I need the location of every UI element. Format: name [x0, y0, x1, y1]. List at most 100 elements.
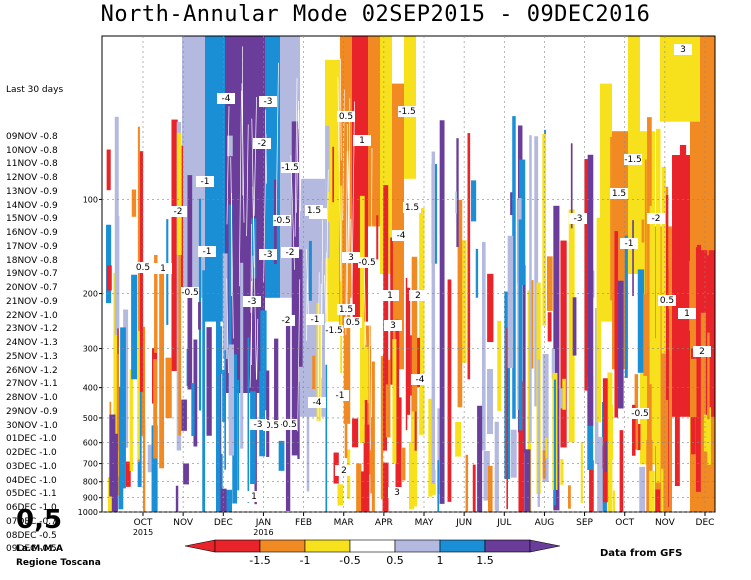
contour-label-bg: [693, 346, 711, 357]
field-streak: [447, 279, 452, 502]
contour-label: 1.5: [612, 189, 626, 199]
field-streak: [224, 350, 226, 470]
x-tick-label: OCT: [134, 518, 153, 528]
contour-line: [368, 288, 371, 451]
field-streak: [542, 133, 547, 326]
field-streak: [143, 419, 146, 512]
field-streak: [553, 205, 560, 511]
last-30-days-row: 16NOV -0.9: [6, 228, 58, 238]
contour-line: [230, 157, 234, 339]
x-tick-label: MAR: [334, 518, 354, 528]
contour-line: [297, 279, 301, 432]
field-streak: [636, 424, 641, 451]
field-streak: [674, 388, 680, 486]
x-tick-label: NOV: [173, 518, 194, 528]
field-streak: [707, 407, 711, 465]
field-streak: [419, 208, 425, 435]
contour-label-bg: [569, 213, 587, 224]
field-streak: [587, 154, 594, 426]
colorbar-segment: [214, 539, 261, 553]
field-streak: [477, 405, 483, 512]
y-tick-label: 1000: [78, 508, 98, 517]
field-streak: [649, 205, 655, 385]
contour-label: 3: [394, 488, 400, 498]
contour-label-bg: [624, 154, 642, 165]
field-streak: [129, 369, 134, 472]
contour-label-bg: [277, 315, 295, 326]
field-streak: [183, 463, 189, 485]
last-30-days-row: 11NOV -0.8: [6, 159, 58, 170]
field-streak: [125, 461, 131, 487]
chart-title: North-Annular Mode 02SEP2015 - 09DEC2016: [100, 2, 651, 27]
contour-label-bg: [381, 290, 399, 301]
field-streak: [397, 397, 402, 490]
colorbar-tick-label: 1: [437, 554, 444, 567]
contour-label-bg: [308, 397, 326, 408]
field-streak: [551, 349, 555, 380]
last-30-days-row: 08DEC -0.5: [6, 530, 57, 541]
field-streak: [661, 166, 666, 354]
field-streak: [178, 251, 182, 436]
contour-line: [372, 284, 375, 360]
y-tick-label: 100: [83, 195, 98, 204]
contour-label-bg: [398, 106, 416, 117]
field-streak: [428, 398, 433, 497]
contour-label: 1.5: [339, 305, 353, 315]
contour-label-bg: [281, 162, 299, 173]
field-streak: [568, 485, 571, 509]
field-streak: [455, 191, 458, 214]
field-streak: [488, 465, 493, 512]
field-streak: [106, 149, 111, 191]
field-streak: [266, 370, 270, 457]
y-tick-label: 600: [83, 439, 98, 448]
field-streak: [553, 379, 556, 506]
contour-label: -3: [574, 214, 583, 224]
field-streak: [506, 328, 508, 510]
field-streak: [371, 361, 375, 512]
field-streak: [475, 248, 479, 298]
field-streak: [483, 451, 490, 501]
field-streak: [562, 378, 566, 410]
field-streak: [171, 119, 178, 371]
last-30-days-panel: Last 30 days 09NOV -0.8 10NOV -0.8 11NOV -…: [6, 56, 63, 571]
field-streak: [472, 464, 476, 512]
contour-label-bg: [403, 202, 421, 213]
field-streak: [411, 256, 418, 412]
contour-label-bg: [169, 206, 187, 217]
field-streak: [382, 354, 388, 451]
field-streak: [116, 354, 119, 496]
field-streak: [106, 265, 112, 291]
contour-label-bg: [409, 290, 427, 301]
contour-line: [256, 318, 259, 379]
field-streak: [312, 355, 316, 390]
field-streak: [643, 294, 649, 376]
contour-label: -1: [203, 247, 212, 257]
field-band: [600, 83, 612, 322]
field-streak: [518, 381, 525, 512]
x-tick-label: SEP: [576, 518, 593, 528]
colorbar-segment: [349, 539, 396, 553]
field-streak: [193, 339, 198, 447]
contour-label-bg: [306, 314, 324, 325]
contour-label: 3: [348, 253, 354, 263]
last-30-days-row: 18NOV -0.8: [6, 255, 58, 266]
contour-line: [226, 278, 229, 373]
field-streak: [392, 339, 397, 464]
field-streak: [154, 254, 158, 353]
field-streak: [637, 269, 645, 373]
field-streak: [131, 274, 138, 380]
contour-line: [358, 330, 361, 416]
field-streak: [661, 468, 664, 512]
field-streak: [356, 463, 362, 512]
field-streak: [216, 288, 221, 512]
last-30-days-row: 13NOV -0.9: [6, 186, 58, 197]
field-band: [368, 36, 380, 227]
field-streak: [510, 192, 513, 216]
field-streak: [465, 454, 469, 512]
contour-line: [270, 328, 273, 484]
contour-label-bg: [678, 308, 696, 319]
field-streak: [233, 279, 240, 329]
field-streak: [222, 369, 226, 422]
last-30-days-row: 12NOV -0.8: [6, 173, 58, 183]
colorbar-tick-label: 1.5: [476, 554, 494, 567]
